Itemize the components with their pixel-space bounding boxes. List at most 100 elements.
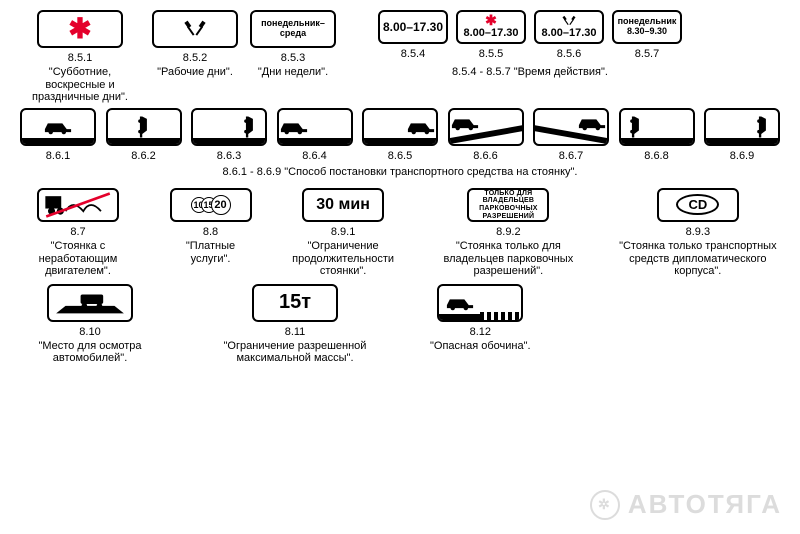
sign-8-5-6-block: 8.00–17.30 8.5.6 (534, 10, 604, 60)
sign-code: 8.6.5 (388, 150, 412, 162)
inspection-pit-icon (51, 287, 129, 319)
sign-8-5-1: ✱ (37, 10, 123, 48)
sign-code: 8.6.1 (46, 150, 70, 162)
sign-code: 8.6.2 (131, 150, 155, 162)
sign-8-6-8-block: 8.6.8 (619, 108, 695, 162)
hammers-icon (182, 19, 208, 39)
ground-line (22, 138, 94, 144)
sign-caption: "Платные услуги". (166, 240, 255, 265)
sign-8-6-3-block: 8.6.3 (191, 108, 267, 162)
ground-line (621, 138, 693, 144)
watermark-text: АВТОТЯГА (628, 489, 782, 520)
asterisk-icon: ✱ (485, 15, 497, 26)
sign-8.6.2 (106, 108, 182, 146)
row-1: ✱ 8.5.1 "Субботние, воскресные и праздни… (20, 10, 780, 104)
sign-8-7 (37, 188, 119, 222)
logo-icon: ✲ (590, 490, 620, 520)
sign-caption: "Субботние, воскресные и праздничные дни… (20, 66, 140, 104)
sign-8-5-3: понедельник– среда (250, 10, 336, 48)
sign-code: 8.6.7 (559, 150, 583, 162)
sign-8-6-4-block: 8.6.4 (277, 108, 353, 162)
sign-8-5-1-block: ✱ 8.5.1 "Субботние, воскресные и праздни… (20, 10, 140, 104)
sign-caption: "Стоянка только для владельцев парковочн… (431, 240, 586, 278)
time-group: 8.00–17.30 8.5.4 ✱ 8.00–17.30 8.5.5 8.00… (378, 10, 682, 104)
sign-8-7-block: 8.7 "Стоянка с неработающим двигателем". (20, 188, 136, 278)
car-icon (629, 115, 642, 139)
sign-caption: "Место для осмотра автомобилей". (20, 340, 160, 365)
car-icon (279, 119, 309, 135)
sign-8-6-6-block: 8.6.6 (448, 108, 524, 162)
sign-8-5-3-block: понедельник– среда 8.5.3 "Дни недели". (250, 10, 336, 104)
hammers-icon (560, 15, 578, 27)
sign-code: 8.7 (70, 226, 85, 238)
sign-8-12-block: 8.12 "Опасная обочина". (430, 284, 531, 365)
ground-line (706, 138, 778, 144)
sign-8-9-1: 30 мин (302, 188, 384, 222)
car-icon (406, 119, 436, 135)
sign-8.6.7 (533, 108, 609, 146)
sign-8-11-block: 15т 8.11 "Ограничение разрешенной максим… (210, 284, 380, 365)
car-icon (450, 115, 480, 131)
ground-line (364, 138, 436, 144)
sign-8.6.4 (277, 108, 353, 146)
sign-8-9-3-block: CD 8.9.3 "Стоянка только транспортных ср… (616, 188, 780, 278)
sign-code: 8.10 (79, 326, 100, 338)
sign-8-6-7-block: 8.6.7 (533, 108, 609, 162)
sign-code: 8.6.3 (217, 150, 241, 162)
sign-caption: "Ограничение разрешенной максимальной ма… (210, 340, 380, 365)
sign-8-5-6: 8.00–17.30 (534, 10, 604, 44)
car-icon (577, 115, 607, 131)
sign-8-9-3: CD (657, 188, 739, 222)
sign-8-8: 10 15 20 (170, 188, 252, 222)
sign-caption: "Стоянка с неработающим двигателем". (20, 240, 136, 278)
sign-8.6.6 (448, 108, 524, 146)
sign-8-5-5-block: ✱ 8.00–17.30 8.5.5 (456, 10, 526, 60)
sign-8-5-2 (152, 10, 238, 48)
car-icon (445, 295, 475, 311)
time-label: 8.00–17.30 (463, 27, 518, 39)
sign-code: 8.11 (285, 326, 306, 338)
sign-8-6-5-block: 8.6.5 (362, 108, 438, 162)
coin-icon: 20 (211, 195, 231, 215)
sign-8-8-block: 10 15 20 8.8 "Платные услуги". (166, 188, 255, 278)
sign-code: 8.9.2 (496, 226, 520, 238)
sign-8-12 (437, 284, 523, 322)
sign-8-5-4-block: 8.00–17.30 8.5.4 (378, 10, 448, 60)
sign-8.6.9 (704, 108, 780, 146)
sign-8-10-block: 8.10 "Место для осмотра автомобилей". (20, 284, 160, 365)
sign-code: 8.5.1 (68, 52, 92, 64)
row-3: 8.7 "Стоянка с неработающим двигателем".… (20, 188, 780, 278)
car-icon (43, 119, 73, 135)
car-icon (137, 115, 150, 139)
asterisk-icon: ✱ (68, 15, 91, 43)
watermark: ✲ АВТОТЯГА (590, 489, 782, 520)
sign-8-5-7: понедельник 8.30–9.30 (612, 10, 682, 44)
sign-code: 8.5.5 (479, 48, 503, 60)
group-caption-cars: 8.6.1 - 8.6.9 "Способ постановки транспо… (20, 166, 780, 178)
sign-code: 8.9.1 (331, 226, 355, 238)
row-2-cars: 8.6.1 8.6.2 8.6.3 8.6.4 (20, 108, 780, 162)
sign-caption: "Ограничение продолжительности стоянки". (285, 240, 401, 278)
time-label: 8.00–17.30 (541, 27, 596, 39)
car-icon (757, 115, 770, 139)
sign-8-5-7-block: понедельник 8.30–9.30 8.5.7 (612, 10, 682, 60)
sign-8-6-9-block: 8.6.9 (704, 108, 780, 162)
sign-caption: "Стоянка только транспортных средств дип… (616, 240, 780, 278)
sign-8.6.3 (191, 108, 267, 146)
sign-8-5-5: ✱ 8.00–17.30 (456, 10, 526, 44)
sign-code: 8.6.4 (302, 150, 326, 162)
sign-code: 8.6.9 (730, 150, 754, 162)
sign-8-9-2-block: ТОЛЬКО ДЛЯ ВЛАДЕЛЬЦЕВ ПАРКОВОЧНЫХ РАЗРЕШ… (431, 188, 586, 278)
sign-code: 8.6.6 (473, 150, 497, 162)
sign-code: 8.9.3 (686, 226, 710, 238)
sign-8-11: 15т (252, 284, 338, 322)
sign-caption: "Дни недели". (258, 66, 328, 79)
truck-no-engine-icon (39, 190, 117, 220)
ground-line (279, 138, 351, 144)
row-4: 8.10 "Место для осмотра автомобилей". 15… (20, 284, 780, 365)
group-caption: 8.5.4 - 8.5.7 "Время действия". (378, 66, 682, 78)
sign-code: 8.6.8 (644, 150, 668, 162)
ground-line (108, 138, 180, 144)
car-icon (244, 115, 257, 139)
sign-code: 8.5.7 (635, 48, 659, 60)
